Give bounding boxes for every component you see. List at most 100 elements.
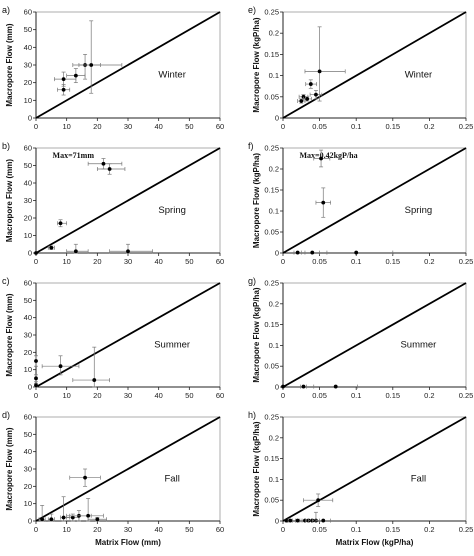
y-tick-label: 0.15 bbox=[264, 454, 279, 463]
x-tick-label: 50 bbox=[185, 257, 193, 266]
y-tick-label: 0 bbox=[275, 114, 279, 123]
x-tick-label: 0 bbox=[34, 122, 38, 131]
data-marker bbox=[354, 250, 359, 255]
y-tick-label: 50 bbox=[24, 296, 32, 305]
data-point bbox=[66, 513, 80, 522]
x-tick-label: 0.1 bbox=[351, 257, 361, 266]
x-tick-label: 0.1 bbox=[351, 525, 361, 534]
data-point bbox=[305, 79, 318, 89]
data-marker bbox=[317, 69, 322, 74]
x-tick-label: 0.2 bbox=[424, 122, 434, 131]
one-to-one-line bbox=[35, 282, 221, 388]
panel-label: b) bbox=[2, 141, 10, 151]
y-tick-label: 0.05 bbox=[264, 92, 279, 101]
data-point bbox=[34, 374, 38, 383]
data-point bbox=[300, 384, 307, 389]
panel-c: 0 10 20 30 40 50 60 0 10 20 30 40 50 60 c) Macropore Fl… bbox=[2, 276, 224, 400]
panel-d: 0 10 20 30 40 50 60 0 10 20 30 40 50 60 d) Macropore Fl… bbox=[2, 410, 224, 547]
data-marker bbox=[70, 515, 75, 520]
data-marker bbox=[34, 383, 38, 388]
data-point bbox=[315, 187, 331, 218]
y-tick-label: 0 bbox=[275, 383, 279, 392]
x-tick-label: 0.15 bbox=[385, 525, 400, 534]
data-marker bbox=[305, 97, 310, 101]
y-tick-label: 60 bbox=[24, 279, 32, 288]
x-tick-label: 0 bbox=[281, 391, 285, 400]
y-tick-label: 60 bbox=[24, 144, 32, 153]
data-marker bbox=[58, 221, 63, 226]
data-marker bbox=[61, 77, 66, 82]
season-label: Spring bbox=[158, 205, 185, 216]
one-to-one-line bbox=[35, 11, 221, 119]
y-tick-label: 30 bbox=[24, 196, 32, 205]
y-tick-label: 0.1 bbox=[269, 341, 279, 350]
one-to-one-line bbox=[282, 416, 467, 522]
panel-g: 0 0.05 0.1 0.15 0.2 0.25 0 0.05 0.1 0.15 0.2 0.25 g)… bbox=[248, 276, 473, 400]
y-tick-label: 40 bbox=[24, 447, 32, 456]
data-point bbox=[295, 518, 301, 523]
y-tick-label: 0.25 bbox=[264, 413, 279, 422]
y-tick-label: 0 bbox=[275, 517, 279, 526]
data-point bbox=[87, 158, 123, 170]
y-tick-label: 0 bbox=[275, 249, 279, 258]
x-tick-label: 50 bbox=[185, 391, 193, 400]
data-marker bbox=[299, 99, 304, 103]
y-tick-label: 0.25 bbox=[264, 144, 279, 153]
data-point bbox=[297, 98, 306, 104]
data-marker bbox=[321, 200, 326, 205]
x-tick-label: 10 bbox=[62, 257, 70, 266]
x-tick-label: 0 bbox=[34, 391, 38, 400]
data-marker bbox=[34, 376, 38, 381]
x-tick-label: 0.2 bbox=[424, 257, 434, 266]
y-axis-title: Macropore Flow (kgP/ha) bbox=[252, 17, 261, 112]
panel-label: a) bbox=[2, 5, 10, 15]
x-tick-label: 0 bbox=[34, 525, 38, 534]
y-tick-label: 0.15 bbox=[264, 320, 279, 329]
y-tick-label: 0.2 bbox=[269, 165, 279, 174]
y-tick-label: 0 bbox=[28, 383, 32, 392]
data-point bbox=[34, 355, 38, 367]
data-marker bbox=[107, 167, 112, 171]
max-annotation: Max=0.42kgP/ha bbox=[299, 151, 357, 160]
data-point bbox=[47, 245, 55, 250]
x-tick-label: 0.15 bbox=[385, 257, 400, 266]
season-label: Summer bbox=[400, 339, 436, 350]
x-tick-label: 0.15 bbox=[385, 391, 400, 400]
x-tick-label: 0 bbox=[281, 525, 285, 534]
y-tick-label: 0.05 bbox=[264, 362, 279, 371]
y-tick-label: 0.25 bbox=[264, 8, 279, 17]
x-tick-label: 30 bbox=[124, 391, 132, 400]
x-tick-label: 40 bbox=[154, 122, 162, 131]
y-axis-title: Macropore Flow (mm) bbox=[5, 427, 14, 510]
panel-label: e) bbox=[248, 5, 256, 15]
y-tick-label: 40 bbox=[24, 179, 32, 188]
data-point bbox=[287, 518, 293, 523]
x-tick-label: 40 bbox=[154, 257, 162, 266]
y-tick-label: 50 bbox=[24, 25, 32, 34]
data-marker bbox=[333, 384, 338, 389]
data-point bbox=[69, 468, 101, 487]
x-tick-label: 0.2 bbox=[424, 391, 434, 400]
data-marker bbox=[34, 359, 38, 363]
y-axis-title: Macropore Flow (kgP/ha) bbox=[252, 287, 261, 382]
data-point bbox=[78, 20, 123, 94]
x-tick-label: 0.25 bbox=[459, 257, 474, 266]
data-marker bbox=[295, 518, 300, 523]
data-marker bbox=[89, 63, 94, 67]
data-point bbox=[304, 250, 320, 255]
data-marker bbox=[301, 384, 306, 389]
x-tick-label: 0.15 bbox=[385, 122, 400, 131]
x-tick-label: 50 bbox=[185, 525, 193, 534]
y-tick-label: 0 bbox=[28, 114, 32, 123]
data-marker bbox=[86, 513, 91, 518]
data-marker bbox=[61, 87, 66, 92]
panel-label: c) bbox=[2, 276, 10, 286]
one-to-one-line bbox=[282, 282, 467, 388]
data-point bbox=[57, 219, 68, 228]
x-tick-label: 20 bbox=[93, 391, 101, 400]
x-tick-label: 20 bbox=[93, 257, 101, 266]
x-tick-label: 30 bbox=[124, 257, 132, 266]
x-tick-label: 0.05 bbox=[312, 122, 327, 131]
data-marker bbox=[92, 378, 97, 382]
panel-b: 0 10 20 30 40 50 60 0 10 20 30 40 50 60 b) Macropore Fl… bbox=[2, 141, 224, 266]
